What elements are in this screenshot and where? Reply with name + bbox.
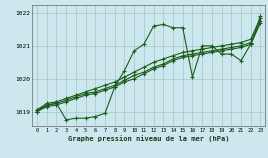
X-axis label: Graphe pression niveau de la mer (hPa): Graphe pression niveau de la mer (hPa) <box>68 136 229 143</box>
